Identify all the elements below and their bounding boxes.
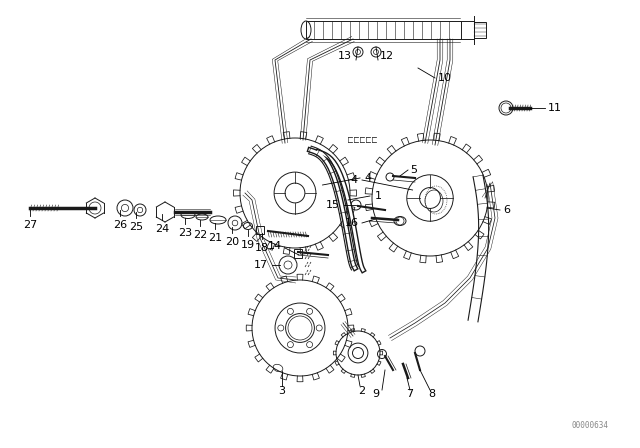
Text: 2: 2: [358, 386, 365, 396]
Text: 9: 9: [372, 389, 380, 399]
Text: 26: 26: [113, 220, 127, 230]
Text: 11: 11: [548, 103, 562, 113]
Text: 8: 8: [428, 389, 436, 399]
Text: 10: 10: [438, 73, 452, 83]
Text: 1: 1: [375, 191, 382, 201]
Text: 14: 14: [268, 241, 282, 251]
Bar: [474, 22, 486, 38]
Text: 4: 4: [364, 173, 371, 183]
Text: 19: 19: [241, 240, 255, 250]
Text: 24: 24: [155, 224, 169, 234]
Bar: [256, 226, 264, 234]
Text: 22: 22: [193, 230, 207, 240]
Text: 23: 23: [178, 228, 192, 238]
Text: 18: 18: [255, 243, 269, 253]
Text: 13: 13: [338, 51, 352, 61]
Text: 12: 12: [380, 51, 394, 61]
Text: 25: 25: [129, 222, 143, 232]
Text: 15: 15: [326, 200, 340, 210]
Text: 17: 17: [254, 260, 268, 270]
Bar: [294, 249, 302, 258]
Text: 20: 20: [225, 237, 239, 247]
Text: 4: 4: [351, 175, 358, 185]
Text: 3: 3: [278, 386, 285, 396]
Text: 27: 27: [23, 220, 37, 230]
Text: 21: 21: [208, 233, 222, 243]
Text: 00000634: 00000634: [572, 421, 609, 430]
Text: 16: 16: [345, 218, 359, 228]
Text: 7: 7: [406, 389, 413, 399]
Text: 5: 5: [410, 165, 417, 175]
Text: 6: 6: [503, 205, 510, 215]
Bar: [306, 21, 461, 39]
